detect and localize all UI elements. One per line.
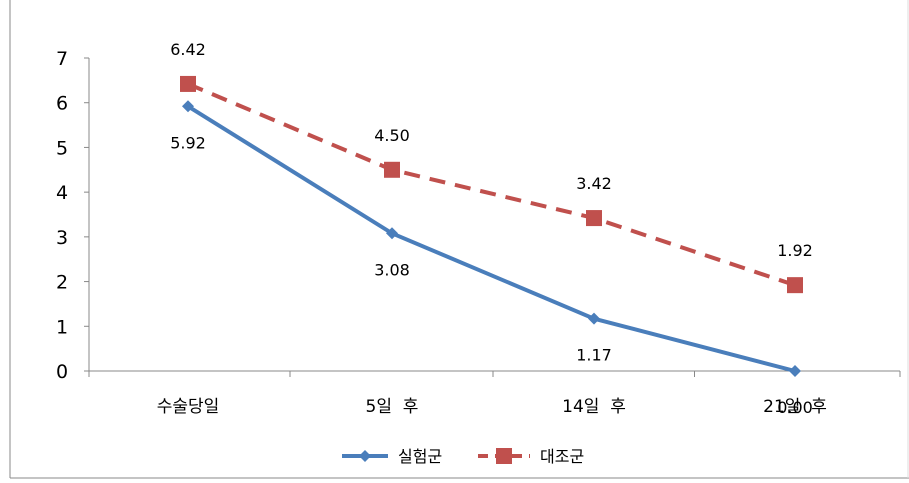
data-label: 3.08 <box>374 260 410 279</box>
legend: 실험군 대조군 <box>342 447 584 466</box>
x-tick-label: 5일 후 <box>366 397 419 417</box>
y-tick-label: 0 <box>56 361 68 383</box>
data-point-square <box>180 75 196 92</box>
data-point-diamond <box>588 312 600 325</box>
data-label: 4.50 <box>374 126 410 145</box>
y-tick-label: 1 <box>56 316 68 338</box>
x-tick-label: 수술당일 <box>157 397 220 417</box>
data-point-diamond <box>359 450 371 462</box>
data-point-diamond <box>789 365 801 377</box>
y-tick-label: 4 <box>56 182 68 204</box>
data-point-square <box>586 210 602 227</box>
y-tick-label: 6 <box>56 93 68 115</box>
data-label: 5.92 <box>170 133 206 152</box>
data-point-diamond <box>182 100 194 113</box>
data-point-square <box>496 448 512 464</box>
y-tick-label: 7 <box>56 48 68 70</box>
series-layer <box>180 75 803 377</box>
series-line-control <box>187 82 796 288</box>
data-label: 6.42 <box>170 40 206 59</box>
data-labels: 5.92 3.08 1.17 0.00 6.42 4.50 3.42 1.92 <box>170 40 813 417</box>
legend-label: 대조군 <box>540 447 584 466</box>
data-label: 3.42 <box>576 174 612 193</box>
y-tick-label: 5 <box>56 137 68 159</box>
series-line-experimental <box>186 104 796 373</box>
data-point-square <box>787 277 803 294</box>
data-point-square <box>384 161 400 178</box>
x-tick-label: 14일 후 <box>562 397 626 417</box>
data-point-diamond <box>386 227 398 240</box>
data-label: 0.00 <box>777 398 813 417</box>
y-tick-label: 3 <box>56 227 68 249</box>
axes: 0 1 2 3 4 5 6 7 수술당일 5일 후 14일 후 21일 후 <box>56 48 901 417</box>
y-tick-label: 2 <box>56 272 68 294</box>
data-label: 1.92 <box>777 241 813 260</box>
x-tick-label: 21일 후 <box>763 397 827 417</box>
legend-label: 실험군 <box>398 447 442 466</box>
data-label: 1.17 <box>576 346 612 365</box>
